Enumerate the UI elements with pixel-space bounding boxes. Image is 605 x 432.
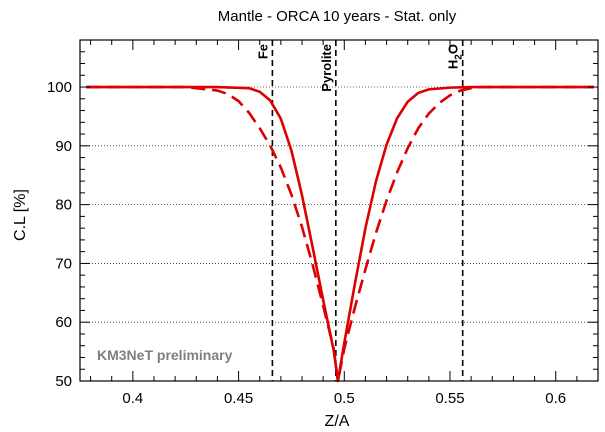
reference-line-label: H2O [446,44,465,69]
x-tick-label: 0.5 [334,390,355,407]
preliminary-annotation: KM3NeT preliminary [97,347,233,363]
x-tick-label: 0.45 [224,390,253,407]
series-group [86,85,594,383]
y-tick-label: 80 [55,197,72,214]
y-tick-label: 70 [55,255,72,272]
series-solid-line [86,85,594,383]
y-tick-label: 50 [55,373,72,390]
x-tick-label: 0.55 [435,390,464,407]
series-dashed-line [86,85,594,383]
y-tick-label: 90 [55,138,72,155]
axis-ticks [80,39,599,382]
y-tick-label: 100 [47,79,72,96]
x-tick-label: 0.4 [122,390,143,407]
x-tick-labels: 0.4 0.45 0.5 0.55 0.6 [122,390,566,407]
y-tick-labels: 50 60 70 80 90 100 [47,79,72,390]
reference-line-label: Pyrolite [319,44,334,92]
reference-line-label: Fe [255,44,270,59]
reference-line-labels: Fe Pyrolite H2O [255,44,464,92]
x-axis-label: Z/A [325,413,350,430]
x-tick-label: 0.6 [545,390,566,407]
y-tick-label: 60 [55,314,72,331]
plot-frame [79,39,599,382]
grid-lines [80,86,598,323]
y-axis-label: C.L [%] [12,189,29,241]
chart-title: Mantle - ORCA 10 years - Stat. only [218,8,457,25]
reference-lines [271,40,464,381]
